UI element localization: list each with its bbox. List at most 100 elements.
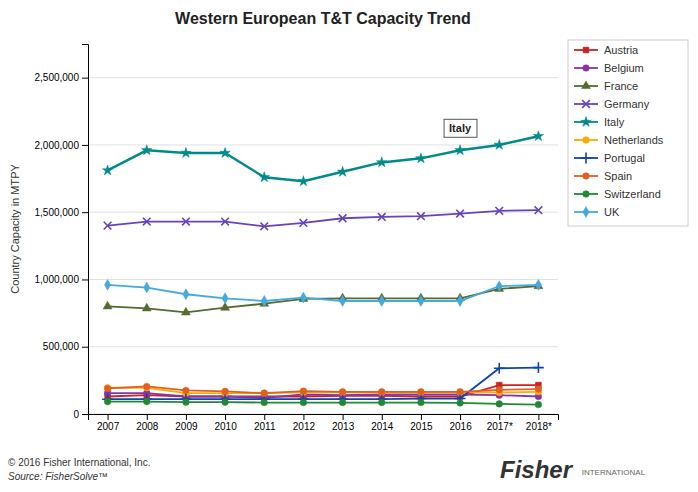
point — [260, 222, 268, 230]
point — [535, 279, 541, 290]
point — [495, 207, 503, 215]
x-tick-label: 2007 — [97, 421, 120, 432]
marks — [102, 131, 544, 408]
grid-line — [88, 77, 558, 78]
line — [108, 210, 539, 226]
legend-frame — [568, 40, 688, 226]
point — [104, 279, 110, 290]
grid-line — [88, 279, 558, 280]
point — [457, 296, 463, 307]
y-axis-line — [82, 45, 89, 415]
y-tick: 0 — [73, 409, 88, 420]
point — [337, 166, 347, 176]
x-tick-label: 2017* — [487, 421, 513, 432]
point — [143, 383, 150, 390]
line — [108, 393, 539, 398]
x-tick: 2013 — [332, 414, 355, 432]
x-tick-mark — [343, 414, 344, 420]
y-tick-label: 0 — [73, 409, 79, 420]
point — [261, 390, 268, 397]
x-tick: 2014 — [371, 414, 394, 432]
x-tick-label: 2018* — [526, 421, 552, 432]
series — [103, 281, 543, 315]
series — [104, 383, 541, 396]
point — [259, 172, 269, 182]
point — [416, 153, 426, 163]
point — [339, 389, 346, 396]
y-tick-mark — [82, 212, 88, 213]
x-tick-label: 2010 — [214, 421, 237, 432]
point — [104, 398, 111, 405]
chart: 0500,0001,000,0001,500,0002,000,0002,500… — [0, 0, 698, 492]
point — [377, 157, 387, 167]
legend-label: Germany — [604, 98, 650, 110]
point — [143, 218, 151, 226]
x-tick-mark — [421, 414, 422, 420]
point — [418, 389, 425, 396]
point — [417, 212, 425, 220]
line — [108, 368, 539, 400]
point — [181, 307, 190, 315]
point — [378, 213, 386, 221]
legend-symbol — [581, 153, 592, 164]
point — [496, 401, 503, 408]
point — [378, 399, 385, 406]
point — [222, 399, 229, 406]
legend: AustriaBelgiumFranceGermanyItalyNetherla… — [568, 40, 688, 226]
point — [102, 165, 112, 175]
point — [144, 282, 150, 293]
title: Western European T&T Capacity Trend — [175, 10, 471, 27]
point — [418, 389, 425, 396]
point — [455, 145, 465, 155]
logo-subtext: INTERNATIONAL — [582, 468, 646, 477]
x-tick: 2016 — [449, 414, 472, 432]
point — [142, 145, 152, 155]
legend-symbol — [583, 65, 590, 72]
point — [222, 388, 229, 395]
point — [535, 206, 543, 214]
annotation: Italy — [444, 119, 477, 137]
point — [142, 303, 151, 311]
footer-text: Source: FisherSolve™ — [8, 471, 108, 482]
legend-label: Switzerland — [604, 188, 661, 200]
legend-item: France — [574, 80, 638, 92]
legend-item: Portugal — [574, 152, 645, 164]
point — [220, 147, 230, 157]
legend-item: Switzerland — [574, 188, 661, 200]
x-tick: 2011 — [254, 414, 276, 432]
legend-label: Portugal — [604, 152, 645, 164]
legend-symbol — [583, 137, 590, 144]
point — [339, 399, 346, 406]
point — [533, 131, 543, 141]
y-tick-mark — [82, 414, 88, 415]
x-tick-label: 2012 — [293, 421, 316, 432]
point — [418, 399, 425, 406]
point — [339, 296, 345, 307]
grid-line — [88, 346, 558, 347]
point — [494, 363, 505, 374]
x-tick-label: 2013 — [332, 421, 355, 432]
legend-symbol — [583, 173, 590, 180]
x-tick-mark — [186, 414, 187, 420]
x-tick-label: 2008 — [136, 421, 159, 432]
y-axis: 0500,0001,000,0001,500,0002,000,0002,500… — [35, 45, 89, 420]
legend-item: Germany — [574, 98, 650, 110]
legend-label: Austria — [604, 44, 639, 56]
point — [103, 301, 112, 309]
point — [494, 139, 504, 149]
y-tick-label: 500,000 — [43, 341, 80, 352]
point — [183, 289, 189, 300]
point — [535, 401, 542, 408]
legend-label: Spain — [604, 170, 632, 182]
line — [108, 402, 539, 405]
y-tick-label: 2,000,000 — [35, 140, 80, 151]
point — [222, 293, 228, 304]
point — [298, 176, 308, 186]
x-tick: 2017* — [487, 414, 513, 432]
line — [108, 285, 539, 301]
logo-text: Fisher — [500, 456, 574, 483]
legend-symbol — [583, 207, 589, 218]
x-tick-mark — [225, 414, 226, 420]
x-tick: 2007 — [97, 414, 120, 432]
x-tick-mark — [264, 414, 265, 420]
